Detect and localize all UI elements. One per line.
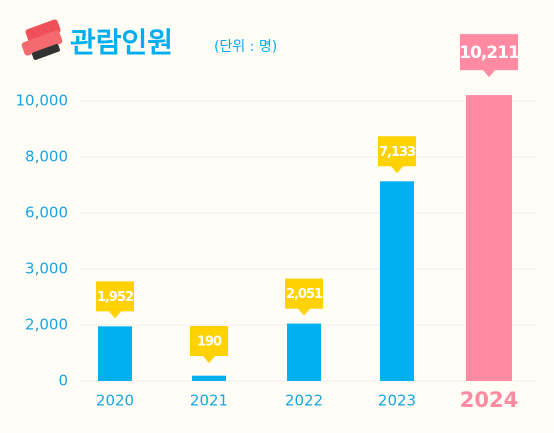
bar [466, 95, 512, 381]
title-icon [21, 19, 63, 60]
chart-subtitle: (단위 : 명) [214, 39, 277, 55]
value-label-box [285, 278, 323, 316]
value-label: 10,211 [459, 43, 519, 63]
bar [98, 326, 132, 381]
value-label-box [190, 326, 228, 363]
x-tick-label: 2021 [190, 392, 228, 410]
chart-title: 관람인원 [70, 26, 173, 59]
value-label-box [460, 34, 518, 78]
x-tick-label: 2024 [460, 388, 518, 412]
x-tick-label: 2022 [285, 392, 323, 410]
y-tick-label: 6,000 [25, 204, 68, 222]
bar [192, 375, 226, 381]
y-tick-label: 2,000 [25, 316, 68, 334]
y-tick-label: 8,000 [25, 148, 68, 166]
y-tick-label: 10,000 [16, 92, 69, 110]
y-tick-label: 3,000 [25, 260, 68, 278]
y-tick-label: 0 [58, 372, 68, 390]
bar [287, 323, 321, 381]
x-tick-label: 2023 [378, 392, 416, 410]
value-label: 7,133 [379, 145, 416, 160]
value-label-box [378, 136, 416, 174]
value-label: 190 [197, 335, 222, 350]
bar [380, 181, 414, 381]
value-label-box [96, 281, 134, 319]
x-tick-label: 2020 [96, 392, 134, 410]
value-label: 1,952 [97, 290, 133, 305]
value-label: 2,051 [286, 287, 323, 302]
